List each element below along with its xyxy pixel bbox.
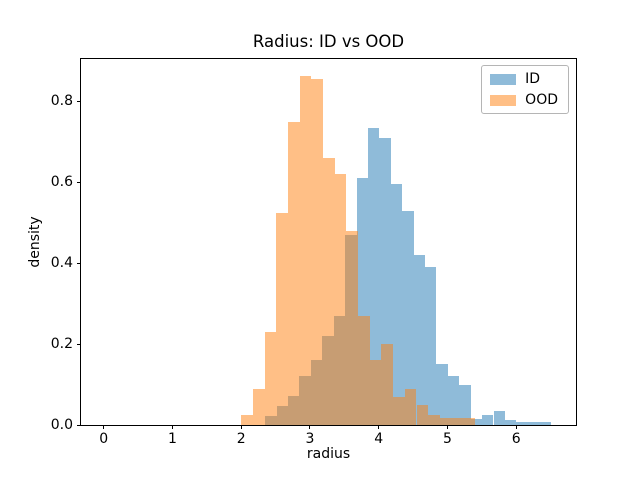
histogram-bar-id [482,415,494,425]
x-tick-mark [171,425,173,429]
y-tick-label: 0.8 [50,93,73,110]
histogram-bar-id [379,137,391,425]
legend-box: ID OOD [481,65,569,114]
histogram-bar-ood [252,389,265,425]
histogram-bar-id [413,255,426,425]
histogram-bar-ood [287,121,300,425]
legend-item-ood: OOD [490,93,558,107]
x-tick-mark [309,425,311,429]
y-tick-mark [77,424,81,426]
y-tick-mark [77,181,81,183]
histogram-bar-id [402,210,414,425]
x-tick-label: 4 [374,431,384,447]
histogram-bar-ood [276,212,288,425]
x-tick-mark [103,425,105,429]
histogram-bar-id [436,364,448,425]
chart-title: Radius: ID vs OOD [252,32,405,51]
x-tick-label: 3 [305,431,315,447]
histogram-bar-id [493,411,505,425]
x-tick-label: 0 [99,431,109,447]
histogram-bar-ood [323,158,335,425]
histogram-bars-layer [81,59,576,425]
histogram-bar-ood [241,414,253,425]
histogram-bar-ood [334,174,347,425]
y-tick-label: 0.4 [50,255,73,272]
histogram-bar-ood [451,417,464,425]
x-tick-label: 1 [167,431,177,447]
legend-swatch-icon [490,94,517,106]
histogram-bar-id [447,376,460,425]
histogram-bar-id [390,184,403,425]
x-tick-label: 6 [511,431,521,447]
histogram-bar-id [356,178,368,425]
histogram-bar-ood [299,76,312,425]
y-tick-mark [77,262,81,264]
x-tick-label: 5 [442,431,452,447]
y-tick-label: 0.0 [50,417,73,433]
y-tick-label: 0.2 [50,336,73,353]
legend-item-id: ID [490,72,558,86]
histogram-bar-ood [311,79,323,425]
histogram-bar-ood [463,417,475,425]
histogram-bar-ood [439,417,452,425]
y-axis-label: density [27,216,43,268]
histogram-bar-ood [346,230,359,425]
histogram-bar-ood [416,404,429,425]
histogram-bar-ood [404,388,417,425]
x-tick-mark [446,425,448,429]
y-tick-mark [77,100,81,102]
legend-label: OOD [525,92,558,108]
histogram-bar-ood [428,414,440,425]
x-axis-label: radius [306,446,351,462]
histogram-bar-ood [393,396,405,425]
histogram-bar-ood [358,315,370,425]
histogram-bar-ood [369,360,382,425]
histogram-bar-id [539,421,551,425]
y-tick-label: 0.6 [50,174,73,191]
histogram-bar-id [425,267,437,425]
histogram-bar-id [367,127,380,425]
plot-area: Radius: ID vs OOD radius density ID OOD 0… [27,32,577,462]
histogram-bar-id [470,419,483,425]
x-tick-label: 2 [236,431,246,447]
x-tick-mark [515,425,517,429]
y-tick-mark [77,343,81,345]
legend-swatch-icon [490,73,517,85]
x-tick-mark [378,425,380,429]
histogram-bar-id [504,420,517,425]
histogram-bar-id [516,421,528,425]
x-tick-mark [240,425,242,429]
legend-label: ID [525,71,541,87]
histogram-bar-id [527,421,540,425]
histogram-bar-id [459,384,471,425]
histogram-bar-ood [381,344,394,425]
histogram-bar-ood [264,331,277,425]
